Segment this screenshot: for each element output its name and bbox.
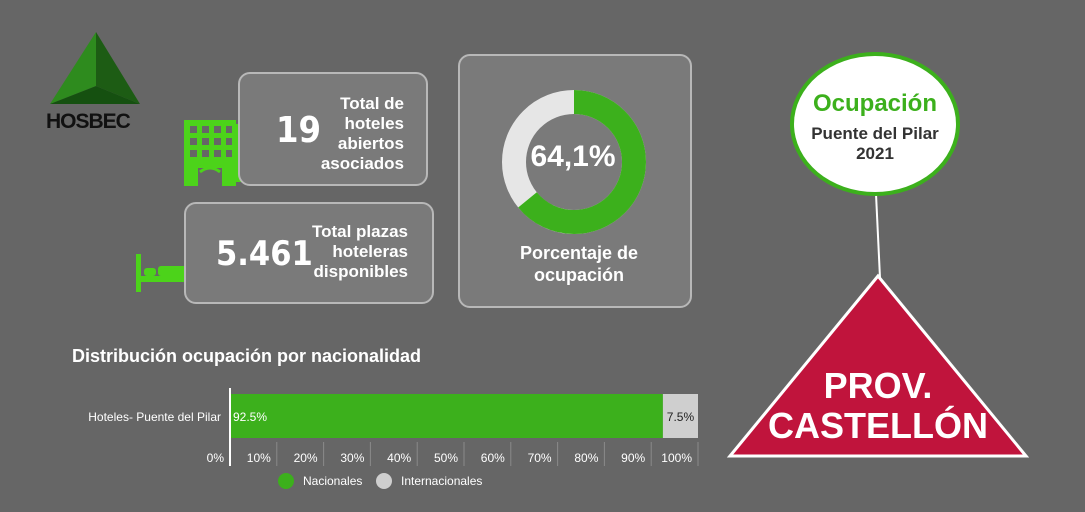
logo-text: HOSBEC	[46, 110, 131, 133]
chart-title: Distribución ocupación por nacionalidad	[72, 346, 422, 366]
legend-swatch-internacionales	[376, 473, 392, 489]
legend-label-internacionales: Internacionales	[401, 474, 482, 488]
occupancy-label: Porcentaje de ocupación	[519, 243, 639, 285]
x-tick-label: 70%	[528, 451, 552, 465]
beds-card: 5.461 Total plazas hoteleras disponibles	[184, 202, 434, 304]
beds-count: 5.461	[216, 234, 313, 274]
x-tick-label: 40%	[387, 451, 411, 465]
data-label-internacionales: 7.5%	[667, 410, 695, 424]
badge-subtitle: Puente del Pilar 2021	[811, 124, 939, 163]
hotels-label: Total de hoteles abiertos asociados	[320, 94, 404, 173]
hotels-count: 19	[276, 110, 322, 151]
occupancy-badge: Ocupación Puente del Pilar 2021	[790, 52, 960, 196]
x-tick-label: 10%	[247, 451, 271, 465]
occupancy-donut	[502, 90, 646, 234]
hotel-building-icon	[184, 120, 250, 186]
x-tick-label: 30%	[340, 451, 364, 465]
province-triangle	[726, 273, 1030, 458]
x-tick-label: 0%	[207, 451, 225, 465]
nationality-bar-chart: Hoteles- Puente del Pilar 92.5% 7.5% 0% 10% 2…	[88, 388, 699, 489]
donut-fill	[502, 90, 646, 234]
province-name: PROV. CASTELLÓN	[768, 365, 988, 446]
x-tick-label: 100%	[661, 451, 692, 465]
x-tick-label: 20%	[294, 451, 318, 465]
bar-internacionales	[662, 394, 698, 438]
data-label-nacionales: 92.5%	[233, 410, 267, 424]
beds-label: Total plazas hoteleras disponibles	[311, 222, 408, 281]
hosbec-logo	[50, 32, 140, 104]
badge-title: Ocupación	[812, 90, 938, 117]
connector-line	[875, 194, 881, 279]
occupancy-percent: 64,1%	[530, 140, 616, 173]
x-tick-label: 50%	[434, 451, 458, 465]
x-tick-label: 60%	[481, 451, 505, 465]
x-tick-label: 90%	[621, 451, 645, 465]
category-label: Hoteles- Puente del Pilar	[88, 410, 221, 424]
legend-label-nacionales: Nacionales	[303, 474, 362, 488]
x-tick-label: 80%	[574, 451, 598, 465]
bar-nacionales	[230, 394, 663, 438]
hotels-card: 19 Total de hoteles abiertos asociados	[238, 72, 428, 186]
legend-swatch-nacionales	[278, 473, 294, 489]
